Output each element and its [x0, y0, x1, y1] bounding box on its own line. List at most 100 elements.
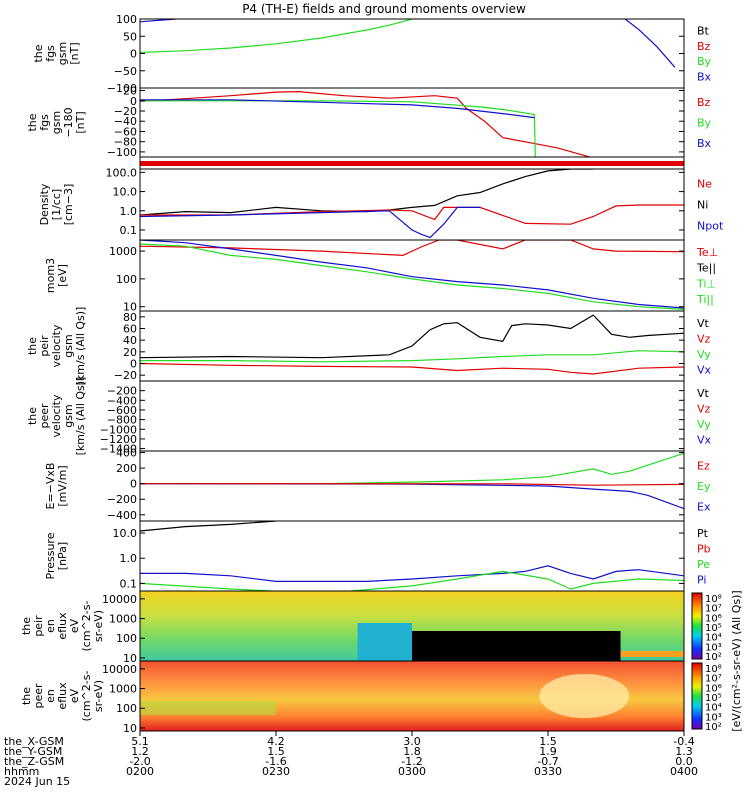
y-tick-label: −40 [114, 115, 137, 128]
y-axis-label: the [26, 337, 39, 355]
series-group [140, 452, 684, 510]
y-tick-label: −80 [114, 136, 137, 149]
y-tick-label: 50 [123, 30, 137, 43]
y-axis-label: E=−VxB [44, 463, 57, 510]
panel-frame [139, 450, 685, 522]
y-axis-label: Pressure [44, 532, 57, 579]
y-axis-label: [mV/m] [56, 465, 69, 506]
y-axis-label: fgs [44, 45, 57, 62]
x-row-value: 0200 [126, 765, 154, 778]
y-tick-label: 10.0 [113, 527, 138, 540]
panel-moms: 1000 100 10 mom3 [eV] Te⊥ Te|| Ti⊥ Ti|| [44, 239, 718, 314]
legend-label: Vz [697, 332, 711, 345]
panel-frame [139, 520, 685, 592]
y-axis-label: [cm−3] [62, 184, 75, 226]
y-axis-label: [eV] [56, 264, 69, 287]
y-axis-label: peir [38, 335, 51, 357]
y-axis-label: the [20, 687, 33, 705]
panel-flag [139, 156, 685, 170]
y-axis-label: en [44, 689, 57, 703]
y-axis-label: the [32, 44, 45, 62]
y-axis-label: peer [38, 403, 51, 429]
legend-label: Pt [697, 527, 709, 540]
y-axis-label: −180 [62, 107, 75, 137]
legend-label: Ti|| [696, 293, 714, 306]
y-tick-label: −60 [114, 125, 137, 138]
spectrogram-peer_eflux: 10000 1000 100 10 the peer en eflux eV (cm^2-s-sr… [20, 660, 703, 735]
x-row-value: 1.5 [539, 735, 557, 748]
y-axis-label: en [44, 619, 57, 633]
y-axis-label: (cm^2-s- [80, 671, 93, 722]
legend-label: Vt [697, 387, 710, 400]
y-tick-label: 20 [123, 85, 137, 98]
y-axis-label: [nPa] [56, 542, 69, 570]
y-axis-label: Density [38, 183, 51, 225]
y-axis-label: sr-eV) [92, 680, 105, 712]
spectrogram-cyan-band [357, 623, 412, 661]
y-axis-label: [1/cc] [50, 189, 63, 220]
legend-label: Npot [697, 220, 724, 233]
colorbar-tick-label: 10⁸ [705, 594, 722, 605]
legend-label: Bz [697, 40, 711, 53]
colorbar-tick-label: 10² [705, 652, 722, 663]
series-line-By [140, 100, 536, 157]
colorbar-tick-label: 10³ [705, 642, 722, 653]
colorbar-tick-label: 10⁴ [705, 633, 722, 644]
x-row-label: 2024 Jun 15 [4, 775, 70, 788]
y-tick-label: 400 [116, 447, 137, 460]
panel-efield: 400 200 0 −200 −400 E=−VxB [mV/m] Ez Ey Ex [44, 447, 711, 522]
series-line-Vy [140, 350, 684, 363]
x-row-value: 1.2 [131, 745, 149, 758]
series-line-Ey [140, 452, 684, 485]
x-row-label: the_Z-GSM [4, 755, 64, 768]
series-group [140, 19, 676, 68]
series-line-Ti [140, 240, 684, 309]
colorbar: 10⁸10⁸10⁷10⁷10⁶10⁶10⁵10⁵10⁴10⁴10³10³10²1… [705, 590, 743, 733]
spectrogram-hot-spot [539, 674, 630, 718]
x-row-value: 0300 [398, 765, 426, 778]
y-tick-label: 10 [123, 722, 137, 735]
y-axis-label: mom3 [44, 258, 57, 293]
x-row-value: -1.6 [265, 755, 286, 768]
x-row-value: 0330 [534, 765, 562, 778]
series-line-Ni [140, 169, 594, 216]
series-group [140, 521, 684, 591]
colorbar-tick-label: 10⁵ [705, 693, 722, 704]
y-tick-label: 0 [130, 478, 137, 491]
legend-label: Ne [697, 178, 712, 191]
y-tick-label: 0 [130, 48, 137, 61]
y-tick-label: 0 [130, 358, 137, 371]
y-axis-label: [nT] [68, 42, 81, 64]
colorbar-tick-label: 10⁴ [705, 703, 722, 714]
x-row-value: -1.2 [401, 755, 422, 768]
y-tick-label: 0 [130, 95, 137, 108]
colorbar-label: [eV/(cm²-s-sr-eV) (All Qs)] [730, 590, 743, 731]
x-row-value: 4.2 [267, 735, 285, 748]
legend-label: Te⊥ [696, 246, 718, 259]
legend-label: Ni [697, 199, 708, 212]
y-tick-label: 1.0 [120, 552, 138, 565]
y-tick-label: 1000 [109, 613, 137, 626]
y-tick-label: −50 [114, 65, 137, 78]
series-line-Npot [140, 206, 480, 239]
y-tick-label: 20 [123, 346, 137, 359]
y-tick-label: −100 [107, 82, 137, 95]
spectrogram-peir_eflux: 10000 1000 100 10 the peir en eflux eV (cm^2-s-sr… [20, 590, 703, 665]
y-axis-label: eV [68, 618, 81, 633]
legend-label: Bt [697, 25, 710, 38]
y-tick-label: 60 [123, 323, 137, 336]
y-axis-label: gsm [50, 111, 63, 134]
flag-bar [140, 161, 684, 166]
series-line-Bz [140, 90, 592, 157]
legend-label: Vx [697, 433, 712, 446]
series-group [140, 240, 684, 310]
y-tick-label: 100.0 [106, 166, 138, 179]
y-axis-label: gsm [62, 404, 75, 427]
series-group [140, 90, 592, 157]
colorbar-tick-label: 10² [705, 722, 722, 733]
x-row-label: hhmm [4, 765, 39, 778]
y-tick-label: 40 [123, 334, 137, 347]
y-axis-label: sr-eV) [92, 610, 105, 642]
